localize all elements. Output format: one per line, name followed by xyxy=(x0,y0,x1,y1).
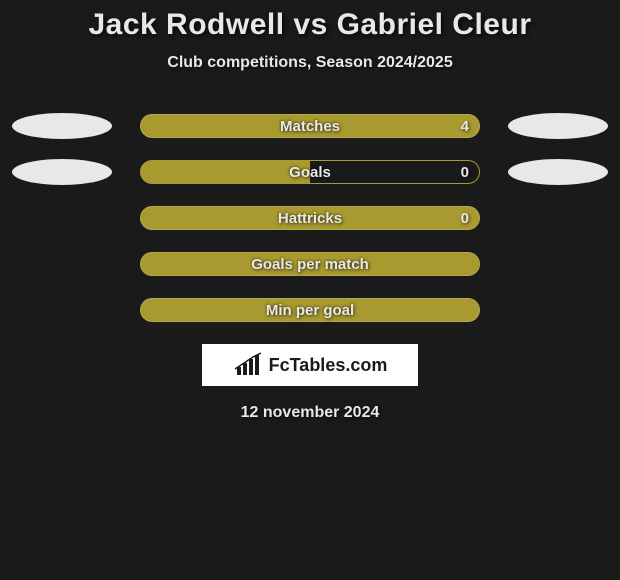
stat-bar: Min per goal xyxy=(140,298,480,322)
stat-value: 4 xyxy=(461,118,469,135)
stat-label: Min per goal xyxy=(266,302,354,319)
stat-row: Matches 4 xyxy=(0,114,620,138)
right-player-marker xyxy=(508,113,608,139)
right-player-marker xyxy=(508,159,608,185)
stat-value: 0 xyxy=(461,164,469,181)
date-label: 12 november 2024 xyxy=(0,404,620,422)
stat-row: Hattricks 0 xyxy=(0,206,620,230)
stat-label: Goals xyxy=(289,164,331,181)
logo-text: FcTables.com xyxy=(269,355,388,376)
chart-icon xyxy=(233,352,265,378)
stat-bar: Goals per match xyxy=(140,252,480,276)
left-player-marker xyxy=(12,113,112,139)
stat-bar: Goals 0 xyxy=(140,160,480,184)
stat-bar: Hattricks 0 xyxy=(140,206,480,230)
page-title: Jack Rodwell vs Gabriel Cleur xyxy=(0,8,620,42)
stats-list: Matches 4 Goals 0 Hattricks 0 Goals per match M… xyxy=(0,114,620,322)
logo-box: FcTables.com xyxy=(202,344,418,386)
stat-row: Min per goal xyxy=(0,298,620,322)
stat-label: Matches xyxy=(280,118,340,135)
page-subtitle: Club competitions, Season 2024/2025 xyxy=(0,54,620,72)
stat-label: Goals per match xyxy=(251,256,369,273)
stat-value: 0 xyxy=(461,210,469,227)
comparison-widget: Jack Rodwell vs Gabriel Cleur Club compe… xyxy=(0,0,620,422)
stat-bar: Matches 4 xyxy=(140,114,480,138)
left-player-marker xyxy=(12,159,112,185)
stat-label: Hattricks xyxy=(278,210,342,227)
stat-row: Goals per match xyxy=(0,252,620,276)
stat-row: Goals 0 xyxy=(0,160,620,184)
